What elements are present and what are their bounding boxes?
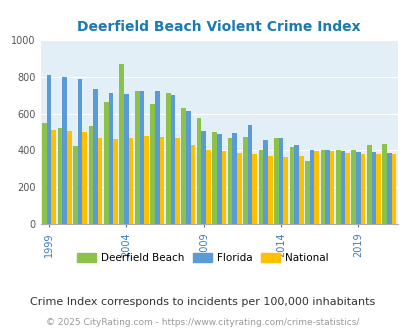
- Bar: [304, 161, 309, 224]
- Bar: [82, 132, 87, 224]
- Bar: [175, 139, 179, 224]
- Text: © 2025 CityRating.com - https://www.cityrating.com/crime-statistics/: © 2025 CityRating.com - https://www.city…: [46, 318, 359, 327]
- Bar: [252, 154, 256, 224]
- Bar: [375, 154, 380, 224]
- Bar: [344, 153, 349, 224]
- Bar: [273, 138, 278, 224]
- Bar: [98, 139, 102, 224]
- Bar: [196, 118, 201, 224]
- Bar: [216, 134, 221, 224]
- Bar: [386, 153, 391, 224]
- Bar: [67, 131, 71, 224]
- Bar: [335, 149, 340, 224]
- Bar: [212, 132, 216, 224]
- Bar: [232, 133, 237, 224]
- Bar: [258, 150, 263, 224]
- Bar: [278, 139, 283, 224]
- Bar: [371, 152, 375, 224]
- Bar: [237, 153, 241, 224]
- Bar: [119, 64, 124, 224]
- Bar: [73, 146, 77, 224]
- Bar: [227, 139, 232, 224]
- Bar: [47, 75, 51, 224]
- Bar: [320, 150, 324, 224]
- Bar: [243, 137, 247, 224]
- Bar: [206, 149, 210, 224]
- Bar: [289, 147, 294, 224]
- Bar: [144, 136, 149, 224]
- Bar: [124, 94, 128, 224]
- Bar: [113, 139, 117, 224]
- Bar: [190, 145, 195, 224]
- Bar: [221, 151, 226, 224]
- Bar: [150, 104, 155, 224]
- Bar: [159, 137, 164, 224]
- Bar: [267, 156, 272, 224]
- Bar: [313, 151, 318, 224]
- Bar: [42, 123, 47, 224]
- Bar: [109, 93, 113, 224]
- Bar: [139, 91, 144, 224]
- Bar: [88, 126, 93, 224]
- Bar: [324, 149, 329, 224]
- Bar: [366, 145, 371, 224]
- Bar: [247, 125, 252, 224]
- Bar: [263, 140, 267, 224]
- Bar: [201, 131, 206, 224]
- Bar: [104, 102, 109, 224]
- Bar: [340, 151, 344, 224]
- Bar: [77, 79, 82, 224]
- Bar: [283, 157, 288, 224]
- Bar: [294, 145, 298, 224]
- Bar: [391, 154, 395, 224]
- Bar: [382, 144, 386, 224]
- Bar: [309, 149, 313, 224]
- Bar: [170, 95, 175, 224]
- Bar: [185, 111, 190, 224]
- Bar: [351, 149, 355, 224]
- Bar: [93, 88, 98, 224]
- Legend: Deerfield Beach, Florida, National: Deerfield Beach, Florida, National: [73, 248, 332, 267]
- Bar: [62, 77, 67, 224]
- Bar: [329, 151, 334, 224]
- Bar: [134, 91, 139, 224]
- Bar: [166, 93, 170, 224]
- Bar: [128, 139, 133, 224]
- Title: Deerfield Beach Violent Crime Index: Deerfield Beach Violent Crime Index: [77, 20, 360, 34]
- Bar: [360, 154, 364, 224]
- Bar: [51, 130, 56, 224]
- Bar: [181, 108, 185, 224]
- Bar: [355, 152, 360, 224]
- Bar: [155, 91, 159, 224]
- Text: Crime Index corresponds to incidents per 100,000 inhabitants: Crime Index corresponds to incidents per…: [30, 297, 375, 307]
- Bar: [298, 156, 303, 224]
- Bar: [58, 128, 62, 224]
